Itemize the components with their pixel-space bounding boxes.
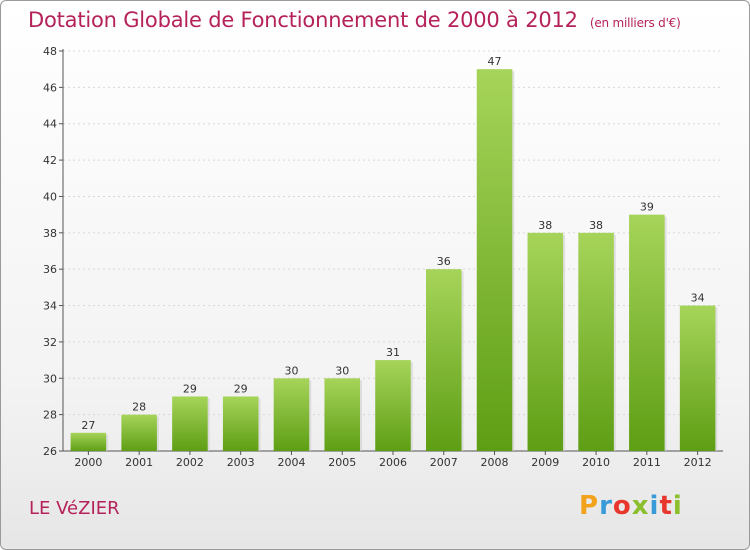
logo-letter: i (672, 491, 683, 521)
y-tick-label: 38 (43, 227, 57, 240)
y-tick-label: 44 (43, 118, 57, 131)
x-tick-label: 2003 (227, 456, 255, 469)
x-tick-label: 2000 (74, 456, 102, 469)
data-label: 31 (386, 346, 400, 359)
bar (375, 360, 411, 451)
data-label: 29 (234, 382, 248, 395)
logo-letter: P (579, 491, 600, 521)
bar (578, 232, 614, 451)
logo-letter: t (659, 491, 673, 521)
commune-name: LE VéZIER (29, 498, 120, 519)
bar (426, 269, 462, 451)
x-tick-label: 2012 (684, 456, 712, 469)
bar (273, 378, 310, 451)
data-label: 47 (488, 55, 502, 68)
bar (679, 305, 716, 451)
x-tick-label: 2009 (531, 456, 559, 469)
data-label: 39 (640, 201, 654, 214)
y-tick-label: 28 (43, 409, 57, 422)
y-tick-label: 40 (43, 190, 57, 203)
y-tick-label: 34 (43, 300, 57, 313)
data-label: 38 (589, 219, 603, 232)
data-label: 38 (538, 219, 552, 232)
x-tick-label: 2010 (582, 456, 610, 469)
chart-title: Dotation Globale de Fonctionnement de 20… (28, 8, 681, 32)
data-label: 27 (81, 419, 95, 432)
x-tick-label: 2002 (176, 456, 204, 469)
y-tick-label: 46 (43, 81, 57, 94)
x-tick-label: 2001 (125, 456, 153, 469)
y-tick-label: 26 (43, 445, 57, 458)
y-tick-label: 32 (43, 336, 57, 349)
data-label: 30 (284, 364, 298, 377)
proxiti-logo[interactable]: Proxiti (579, 491, 683, 521)
bar (476, 69, 513, 451)
chart-subtitle: (en milliers d'€) (589, 16, 681, 30)
bar (527, 232, 564, 451)
data-label: 30 (335, 364, 349, 377)
data-label: 34 (691, 292, 705, 305)
bar (121, 414, 157, 451)
x-tick-label: 2011 (633, 456, 661, 469)
logo-letter: x (631, 491, 650, 521)
x-tick-label: 2008 (481, 456, 509, 469)
x-tick-label: 2007 (430, 456, 458, 469)
y-tick-label: 48 (43, 45, 57, 58)
bar (222, 396, 259, 451)
logo-letter: r (599, 491, 613, 521)
y-tick-label: 42 (43, 154, 57, 167)
logo-letter: o (612, 491, 632, 521)
x-tick-label: 2005 (328, 456, 356, 469)
bar (629, 214, 665, 451)
labels: 26 28 30 32 34 36 38 40 42 44 46 48 2000 27 2001 28 2002… (43, 45, 712, 469)
x-tick-label: 2006 (379, 456, 407, 469)
bar (172, 396, 208, 451)
y-tick-label: 36 (43, 263, 57, 276)
y-tick-label: 30 (43, 372, 57, 385)
bar (324, 378, 360, 451)
data-label: 36 (437, 255, 451, 268)
data-label: 28 (132, 401, 146, 414)
logo-letter: i (649, 491, 660, 521)
bar (70, 432, 107, 451)
data-label: 29 (183, 382, 197, 395)
x-tick-label: 2004 (277, 456, 305, 469)
bars (70, 69, 718, 451)
